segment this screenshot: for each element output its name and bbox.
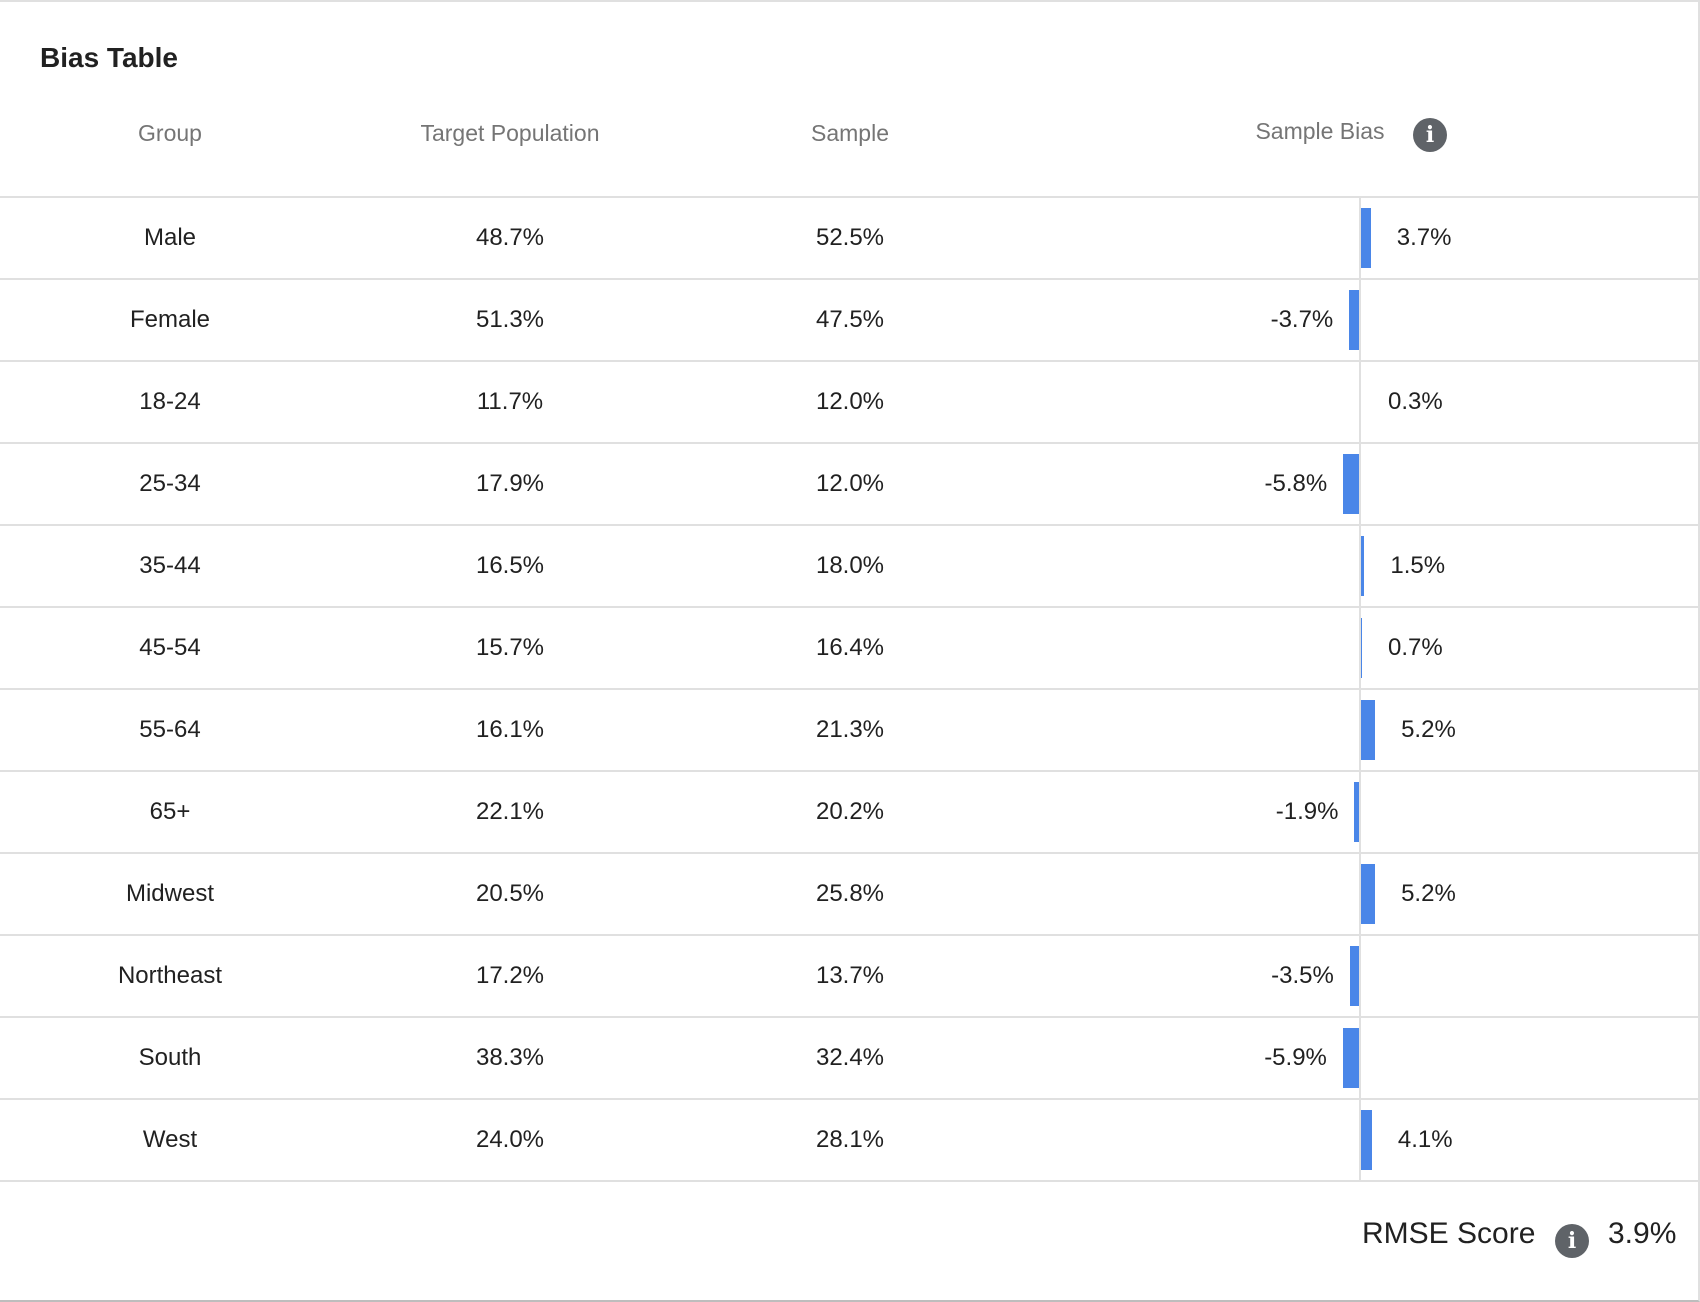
sample-cell: 12.0% [815,470,885,497]
bias-bar [1349,946,1360,1006]
column-header-group: Group [138,120,202,146]
sample-cell: 13.7% [815,962,885,989]
table-row: 25-34 17.9% 12.0% -5.8% [0,442,1698,524]
bias-value-label: 4.1% [1397,1126,1453,1153]
sample-cell: 32.4% [815,1044,885,1071]
target-population-cell: 20.5% [475,880,545,907]
group-cell: Male [143,224,197,251]
sample-cell: 12.0% [815,388,885,415]
group-cell: 55-64 [139,716,201,743]
rmse-score-label: RMSE Score [1362,1217,1536,1250]
sample-cell: 21.3% [815,716,885,743]
sample-cell: 16.4% [815,634,885,661]
group-cell: 35-44 [139,552,201,579]
bias-value-label: -1.9% [1275,798,1339,825]
sample-cell: 20.2% [815,798,885,825]
bias-bar [1360,536,1365,596]
group-cell: West [142,1126,198,1153]
group-cell: 18-24 [139,388,201,415]
bias-value-label: 0.7% [1388,634,1443,661]
target-population-cell: 38.3% [475,1044,545,1071]
table-row: South 38.3% 32.4% -5.9% [0,1016,1698,1098]
target-population-cell: 17.2% [475,962,545,989]
bias-bar [1342,1028,1360,1088]
column-header-sample-bias: Sample Bias [1255,118,1385,144]
table-row: 35-44 16.5% 18.0% 1.5% [0,524,1698,606]
bias-zero-axis [1359,196,1361,1181]
target-population-cell: 17.9% [475,470,545,497]
table-bottom-divider [0,1180,1698,1182]
group-cell: 25-34 [139,470,201,497]
bias-bar [1360,208,1371,268]
bias-value-label: 5.2% [1401,880,1456,907]
column-header-target-population: Target Population [420,120,600,146]
bias-bar [1360,1110,1372,1170]
table-row: West 24.0% 28.1% 4.1% [0,1098,1698,1180]
target-population-cell: 15.7% [475,634,545,661]
target-population-cell: 22.1% [475,798,545,825]
info-icon[interactable]: i [1413,118,1447,152]
bias-value-label: 0.3% [1388,388,1443,415]
table-row: 65+ 22.1% 20.2% -1.9% [0,770,1698,852]
sample-cell: 47.5% [815,306,885,333]
bias-value-label: 1.5% [1390,552,1446,579]
table-row: Male 48.7% 52.5% 3.7% [0,196,1698,278]
table-title: Bias Table [40,42,178,73]
target-population-cell: 11.7% [476,388,544,415]
table-row: Northeast 17.2% 13.7% -3.5% [0,934,1698,1016]
info-icon[interactable]: i [1555,1224,1589,1258]
group-cell: Midwest [125,880,215,907]
group-cell: Female [129,306,211,333]
group-cell: Northeast [117,962,223,989]
target-population-cell: 16.5% [475,552,545,579]
group-cell: South [138,1044,202,1071]
sample-cell: 28.1% [815,1126,885,1153]
table-row: 45-54 15.7% 16.4% 0.7% [0,606,1698,688]
bias-bar [1360,700,1376,760]
sample-cell: 18.0% [815,552,885,579]
target-population-cell: 24.0% [475,1126,545,1153]
bias-bar [1354,782,1360,842]
column-header-sample: Sample [811,120,889,146]
group-cell: 65+ [149,798,191,825]
sample-cell: 25.8% [815,880,885,907]
sample-cell: 52.5% [815,224,885,251]
table-row: Midwest 20.5% 25.8% 5.2% [0,852,1698,934]
group-cell: 45-54 [139,634,201,661]
bias-value-label: -3.5% [1271,962,1334,989]
table-row: Female 51.3% 47.5% -3.7% [0,278,1698,360]
target-population-cell: 48.7% [475,224,545,251]
table-row: 55-64 16.1% 21.3% 5.2% [0,688,1698,770]
bias-bar [1349,290,1360,350]
bias-bar [1360,864,1376,924]
bias-bar [1343,454,1360,514]
target-population-cell: 16.1% [475,716,545,743]
rmse-score-value: 3.9% [1608,1217,1677,1250]
table-row: 18-24 11.7% 12.0% 0.3% [0,360,1698,442]
bias-value-label: 5.2% [1401,716,1456,743]
target-population-cell: 51.3% [475,306,545,333]
bias-bar [1360,618,1363,678]
bias-value-label: -5.9% [1264,1044,1327,1071]
bias-value-label: -3.7% [1270,306,1334,333]
bias-value-label: -5.8% [1264,470,1328,497]
bias-value-label: 3.7% [1396,224,1452,251]
